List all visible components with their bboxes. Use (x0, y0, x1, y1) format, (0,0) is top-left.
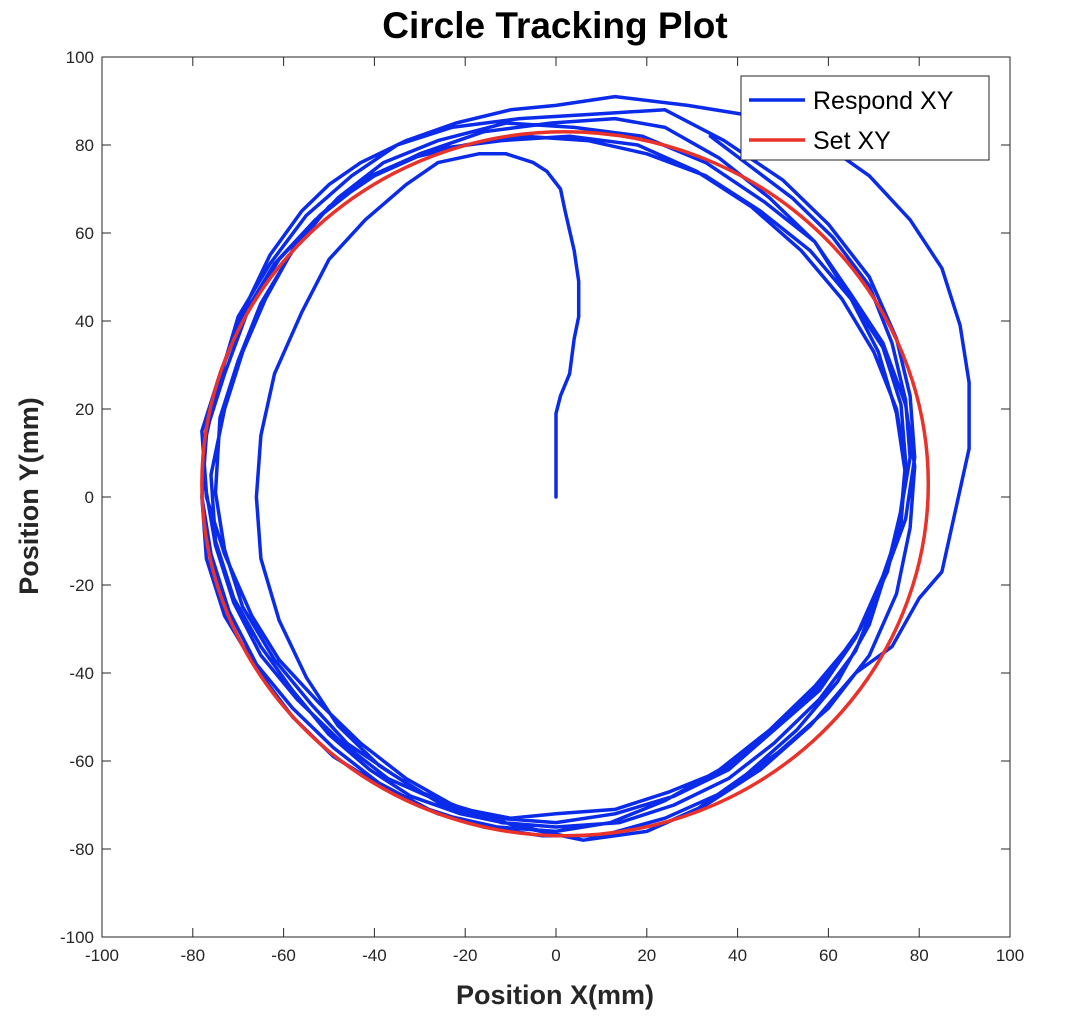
series-set-xy-line (200, 130, 931, 838)
x-tick-label: 20 (637, 946, 656, 965)
x-tick-label: -40 (362, 946, 387, 965)
legend-entry-label: Respond XY (813, 87, 954, 115)
x-tick-label: 100 (996, 946, 1024, 965)
x-axis-label: Position X(mm) (456, 980, 654, 1010)
legend-box (740, 75, 990, 161)
x-tick-label: -100 (85, 946, 119, 965)
y-axis-label: Position Y(mm) (14, 397, 44, 595)
x-tick-label: 0 (551, 946, 560, 965)
y-tick-label: 0 (85, 488, 94, 507)
y-tick-label: -20 (69, 576, 94, 595)
x-tick-label: -80 (181, 946, 206, 965)
x-tick-label: -20 (453, 946, 478, 965)
axis-ticks: -100 -80 -60 -40 -20 0 20 40 60 80 100 -100 -80 -60 -4… (60, 48, 1024, 965)
legend: Respond XY Set XY (740, 75, 990, 161)
x-tick-label: 60 (819, 946, 838, 965)
chart-title: Circle Tracking Plot (382, 5, 727, 46)
x-tick-label: 40 (728, 946, 747, 965)
y-tick-label: -80 (69, 840, 94, 859)
series-respond-xy-line (200, 94, 971, 842)
y-tick-label: 20 (75, 400, 94, 419)
legend-entry-label: Set XY (813, 127, 891, 155)
x-tick-label: 80 (910, 946, 929, 965)
y-tick-label: 80 (75, 136, 94, 155)
y-tick-label: -60 (69, 752, 94, 771)
x-tick-label: -60 (271, 946, 296, 965)
y-tick-label: -40 (69, 664, 94, 683)
y-tick-label: 100 (66, 48, 94, 67)
y-tick-label: -100 (60, 928, 94, 947)
plot-area (101, 56, 1011, 938)
y-tick-label: 40 (75, 312, 94, 331)
y-tick-label: 60 (75, 224, 94, 243)
